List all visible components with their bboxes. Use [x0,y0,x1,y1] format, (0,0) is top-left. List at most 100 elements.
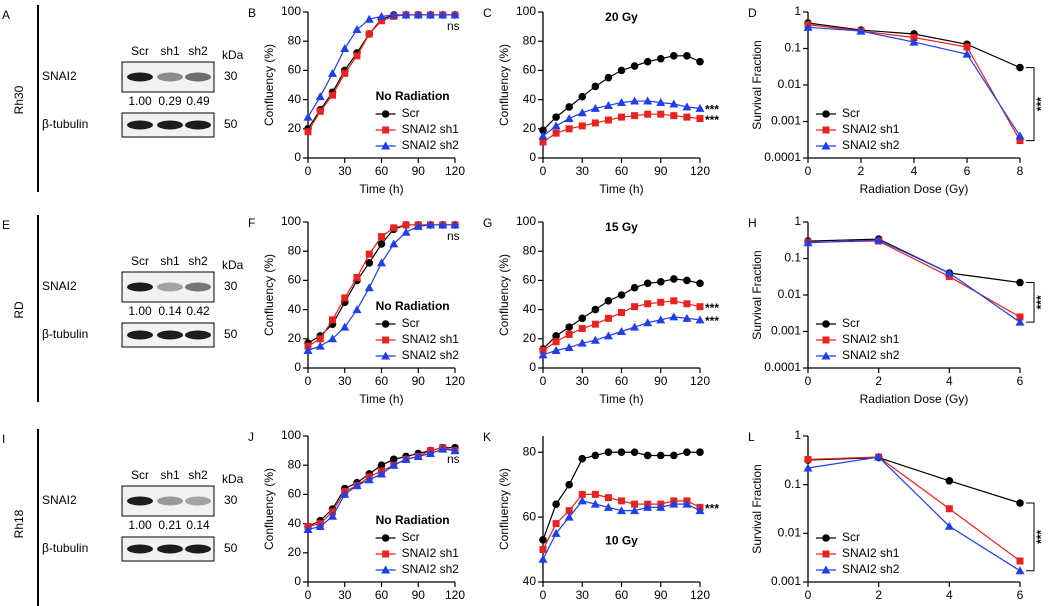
y-tick-label: 20 [288,121,302,135]
x-tick-label: 120 [445,374,465,388]
marker [364,14,374,23]
marker [856,26,866,35]
y-tick-label: 0.0001 [764,360,801,374]
marker [538,554,548,563]
legend-label: SNAI2 sh1 [842,546,900,560]
marker [945,505,953,513]
y-tick-label: 80 [288,457,302,471]
marker [670,275,678,283]
series-line [807,239,1021,323]
y-tick-label: 0.001 [771,114,801,128]
x-tick-label: 0 [305,374,312,388]
lane-label: sh1 [160,254,180,268]
y-tick-label: 1 [794,4,801,18]
marker [381,110,390,118]
marker [316,335,324,343]
marker [352,481,362,490]
x-tick-label: 90 [412,588,426,602]
protein-label: SNAI2 [42,69,77,83]
y-tick-label: 100 [516,214,536,228]
marker [450,446,460,455]
x-axis-label: Time (h) [359,182,403,196]
band [185,496,211,506]
marker [341,69,349,77]
marker [1016,313,1024,321]
y-axis-label: Confluency (%) [497,468,511,550]
y-axis-label: Confluency (%) [262,44,276,126]
marker [565,480,573,489]
x-tick-label: 90 [654,588,668,602]
marker [565,103,573,111]
marker [382,126,390,134]
band [157,496,183,506]
marker [551,121,561,130]
marker [604,448,613,457]
lane-label: Scr [131,44,149,58]
marker [874,235,884,244]
marker [670,451,678,460]
marker [644,300,652,308]
marker [822,336,830,344]
marker [657,110,665,118]
x-tick-label: 8 [1017,164,1024,178]
protein-label: β-tubulin [42,327,88,341]
y-tick-label: 40 [523,302,537,316]
y-tick-label: 0 [294,360,301,374]
marker [577,108,587,117]
quant-label: 1.00 [128,518,152,532]
marker [821,351,831,360]
band [157,330,183,340]
marker [316,107,324,115]
x-tick-label: 60 [615,374,629,388]
marker [962,49,972,58]
marker [315,341,325,350]
marker [822,550,830,558]
marker [364,283,374,292]
marker [539,138,547,146]
x-tick-label: 0 [805,374,812,388]
marker [804,455,812,463]
marker [803,22,813,31]
x-tick-label: 0 [305,588,312,602]
marker [426,220,435,229]
y-tick-label: 100 [281,214,301,228]
y-axis-label: Survival Fraction [750,40,764,129]
marker [1016,557,1024,565]
panel-label: G [483,216,492,230]
marker [538,350,548,359]
marker [910,34,918,42]
y-tick-label: 1 [794,214,801,228]
marker [643,279,652,288]
marker [552,332,560,340]
annotation: *** [1034,295,1048,309]
legend-label: Scr [402,316,420,330]
annotation: *** [1034,530,1048,544]
marker [683,448,691,457]
band [127,330,153,340]
marker [353,52,361,60]
y-axis-label: Confluency (%) [497,44,511,126]
y-axis-label: Confluency (%) [262,254,276,336]
marker [552,338,560,346]
marker [1016,278,1024,287]
bracket [1026,67,1035,142]
legend-title: No Radiation [376,89,450,103]
marker [617,98,626,107]
marker [538,131,548,140]
size-label: 50 [224,117,238,131]
marker [618,497,625,505]
x-tick-label: 0 [540,164,547,178]
y-tick-label: 0.1 [784,477,801,491]
unit-label: kDa [222,258,244,272]
x-tick-label: 60 [615,588,629,602]
marker [565,507,573,515]
band [157,72,183,82]
y-tick-label: 0 [529,150,536,164]
marker [630,283,639,292]
marker [426,449,435,458]
marker [552,520,560,528]
quant-label: 0.21 [158,518,182,532]
band [185,544,211,554]
y-tick-label: 0.01 [778,526,802,540]
